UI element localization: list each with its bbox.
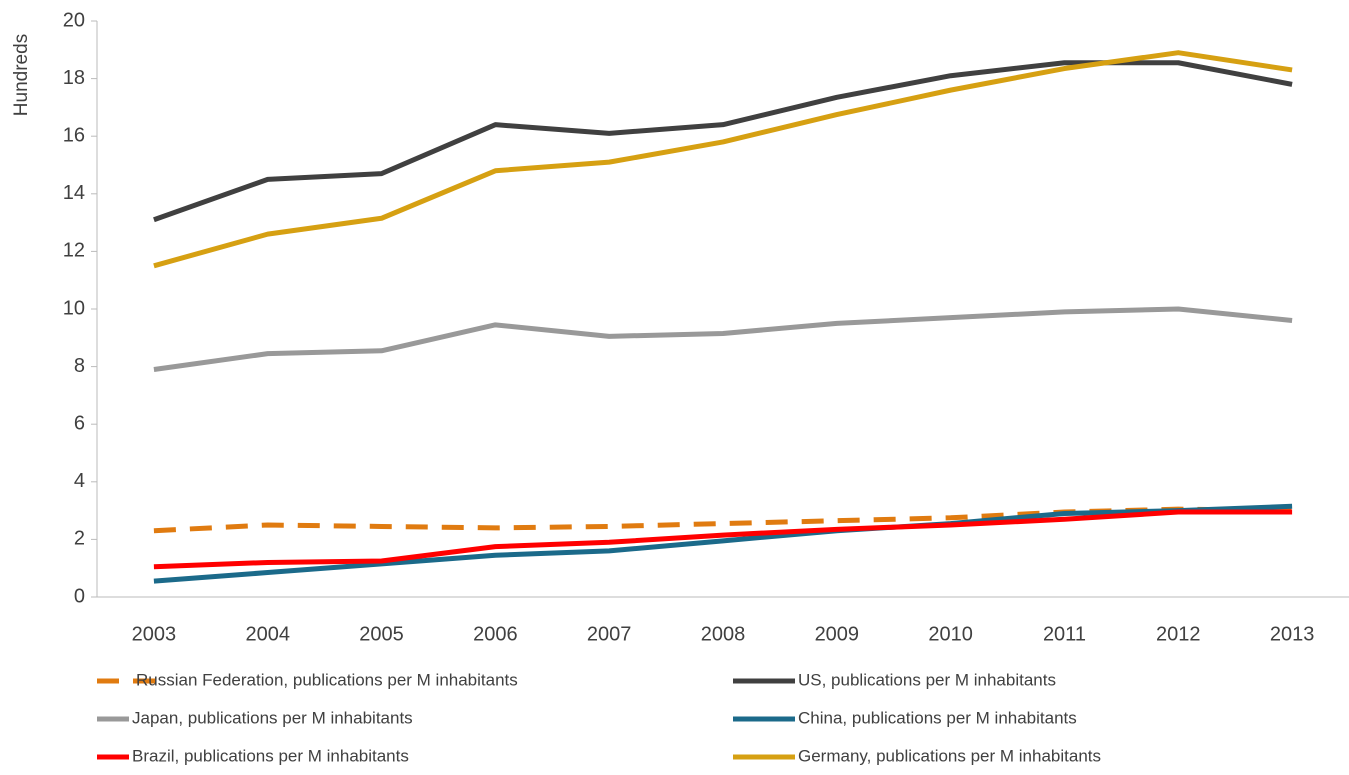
line-series [153,306,1293,372]
y-tick-label: 12 [63,240,85,262]
legend-label: China, publications per M inhabitants [798,708,1077,727]
x-tick-label: 2005 [359,623,404,645]
x-tick-label: 2013 [1270,623,1315,645]
legend-label: Germany, publications per M inhabitants [798,746,1101,765]
y-tick-label: 8 [74,355,85,377]
x-tick-label: 2006 [473,623,518,645]
x-tick-label: 2004 [245,623,290,645]
legend-label: US, publications per M inhabitants [798,670,1056,689]
x-tick-label: 2007 [587,623,632,645]
y-tick-label: 6 [74,412,85,434]
y-tick-label: 4 [74,470,85,492]
line-series [153,509,1293,570]
x-tick-label: 2011 [1043,623,1086,645]
y-tick-label: 20 [63,9,85,31]
y-tick-label: 2 [74,528,85,550]
x-tick-label: 2009 [815,623,860,645]
line-series [153,503,1293,584]
legend-label: Japan, publications per M inhabitants [132,708,413,727]
x-tick-label: 2010 [928,623,973,645]
y-tick-label: 16 [63,124,85,146]
y-tick-label: 0 [74,585,85,607]
x-tick-label: 2008 [701,623,746,645]
y-tick-label: 10 [63,297,85,319]
x-tick-label: 2003 [132,623,177,645]
x-tick-label: 2012 [1156,623,1201,645]
line-series [153,50,1293,269]
legend-label: Brazil, publications per M inhabitants [132,746,409,765]
y-tick-label: 18 [63,67,85,89]
y-axis-label: Hundreds [11,34,32,116]
legend-label: Russian Federation, publications per M i… [136,670,518,689]
y-tick-label: 14 [63,182,85,204]
